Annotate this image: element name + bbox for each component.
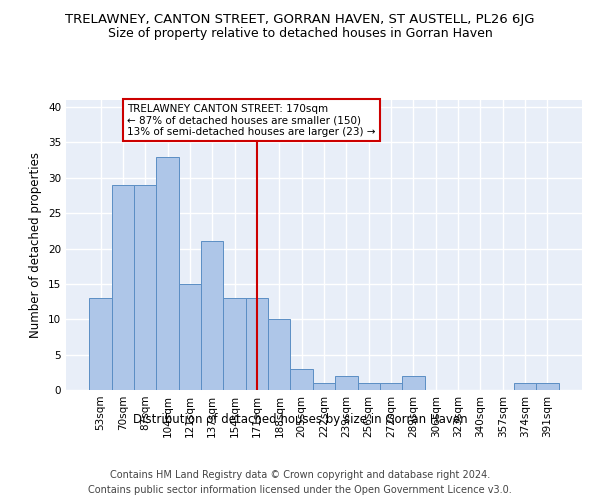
Bar: [201, 242, 223, 390]
Bar: [536, 383, 559, 390]
Bar: [380, 383, 402, 390]
Bar: [290, 369, 313, 390]
Bar: [134, 185, 157, 390]
Text: Contains public sector information licensed under the Open Government Licence v3: Contains public sector information licen…: [88, 485, 512, 495]
Text: TRELAWNEY, CANTON STREET, GORRAN HAVEN, ST AUSTELL, PL26 6JG: TRELAWNEY, CANTON STREET, GORRAN HAVEN, …: [65, 12, 535, 26]
Bar: [358, 383, 380, 390]
Text: TRELAWNEY CANTON STREET: 170sqm
← 87% of detached houses are smaller (150)
13% o: TRELAWNEY CANTON STREET: 170sqm ← 87% of…: [127, 104, 376, 136]
Text: Size of property relative to detached houses in Gorran Haven: Size of property relative to detached ho…: [107, 28, 493, 40]
Bar: [246, 298, 268, 390]
Text: Distribution of detached houses by size in Gorran Haven: Distribution of detached houses by size …: [133, 412, 467, 426]
Bar: [157, 156, 179, 390]
Bar: [223, 298, 246, 390]
Bar: [313, 383, 335, 390]
Bar: [268, 320, 290, 390]
Bar: [179, 284, 201, 390]
Y-axis label: Number of detached properties: Number of detached properties: [29, 152, 43, 338]
Text: Contains HM Land Registry data © Crown copyright and database right 2024.: Contains HM Land Registry data © Crown c…: [110, 470, 490, 480]
Bar: [335, 376, 358, 390]
Bar: [89, 298, 112, 390]
Bar: [402, 376, 425, 390]
Bar: [514, 383, 536, 390]
Bar: [112, 185, 134, 390]
